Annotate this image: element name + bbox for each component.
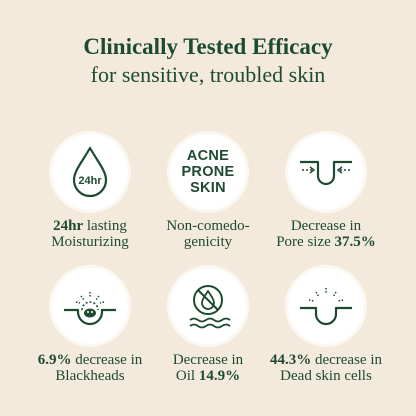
no-oil-drop-icon [189, 285, 231, 329]
page-subtitle: for sensitive, troubled skin [90, 62, 326, 87]
icon-circle: 24hr [52, 134, 128, 210]
benefit-label: 24hr lasting Moisturizing [30, 218, 150, 250]
benefit-highlight: 44.3% [269, 352, 312, 368]
benefit-highlight: 14.9% [198, 368, 241, 384]
benefit-text: Pore size [276, 234, 335, 250]
benefit-highlight: 37.5% [334, 234, 376, 250]
icon-circle [288, 268, 364, 344]
pore-shrink-icon [300, 160, 352, 186]
drop-24hr-text: 24hr [78, 175, 102, 187]
dead-skin-cells-icon [300, 288, 352, 326]
benefit-text: genicity [183, 234, 233, 250]
benefit-card-dead-skin: 44.3% decrease in Dead skin cells [266, 268, 386, 384]
prone-text: PRONE [181, 164, 235, 180]
benefit-card-moisturizing: 24hr 24hr lasting Moisturizing [30, 134, 150, 250]
benefit-text: Dead skin cells [280, 368, 372, 384]
water-drop-24hr-icon: 24hr [72, 146, 108, 198]
benefit-label: 6.9% decrease in Blackheads [30, 352, 150, 384]
benefit-text: Non-comedo- [166, 218, 250, 234]
acne-prone-skin-text-icon: ACNE PRONE SKIN [181, 148, 234, 196]
icon-circle [52, 268, 128, 344]
benefit-text: lasting [83, 218, 127, 234]
benefit-label: Non-comedo- genicity [148, 218, 268, 250]
skin-text: SKIN [190, 180, 226, 196]
benefit-card-non-comedogenic: ACNE PRONE SKIN Non-comedo- genicity [148, 134, 268, 250]
benefit-text: Blackheads [55, 368, 125, 384]
benefit-text: Moisturizing [51, 234, 129, 250]
acne-text: ACNE [186, 148, 230, 164]
page-title: Clinically Tested Efficacy [83, 34, 333, 59]
benefit-text: Oil [175, 368, 199, 384]
benefit-text: Decrease in [290, 218, 362, 234]
benefit-highlight: 6.9% [37, 352, 72, 368]
icon-circle: ACNE PRONE SKIN [170, 134, 246, 210]
benefit-card-oil: Decrease in Oil 14.9% [148, 268, 268, 384]
benefit-text: decrease in [311, 352, 383, 368]
benefit-label: 44.3% decrease in Dead skin cells [266, 352, 386, 384]
blackhead-pore-icon [64, 292, 116, 326]
icon-circle [288, 134, 364, 210]
benefit-highlight: 24hr [53, 218, 84, 234]
benefit-label: Decrease in Pore size 37.5% [266, 218, 386, 250]
benefit-text: decrease in [71, 352, 143, 368]
benefit-card-blackheads: 6.9% decrease in Blackheads [30, 268, 150, 384]
benefit-text: Decrease in [172, 352, 244, 368]
benefit-card-pore-size: Decrease in Pore size 37.5% [266, 134, 386, 250]
benefit-label: Decrease in Oil 14.9% [148, 352, 268, 384]
icon-circle [170, 268, 246, 344]
